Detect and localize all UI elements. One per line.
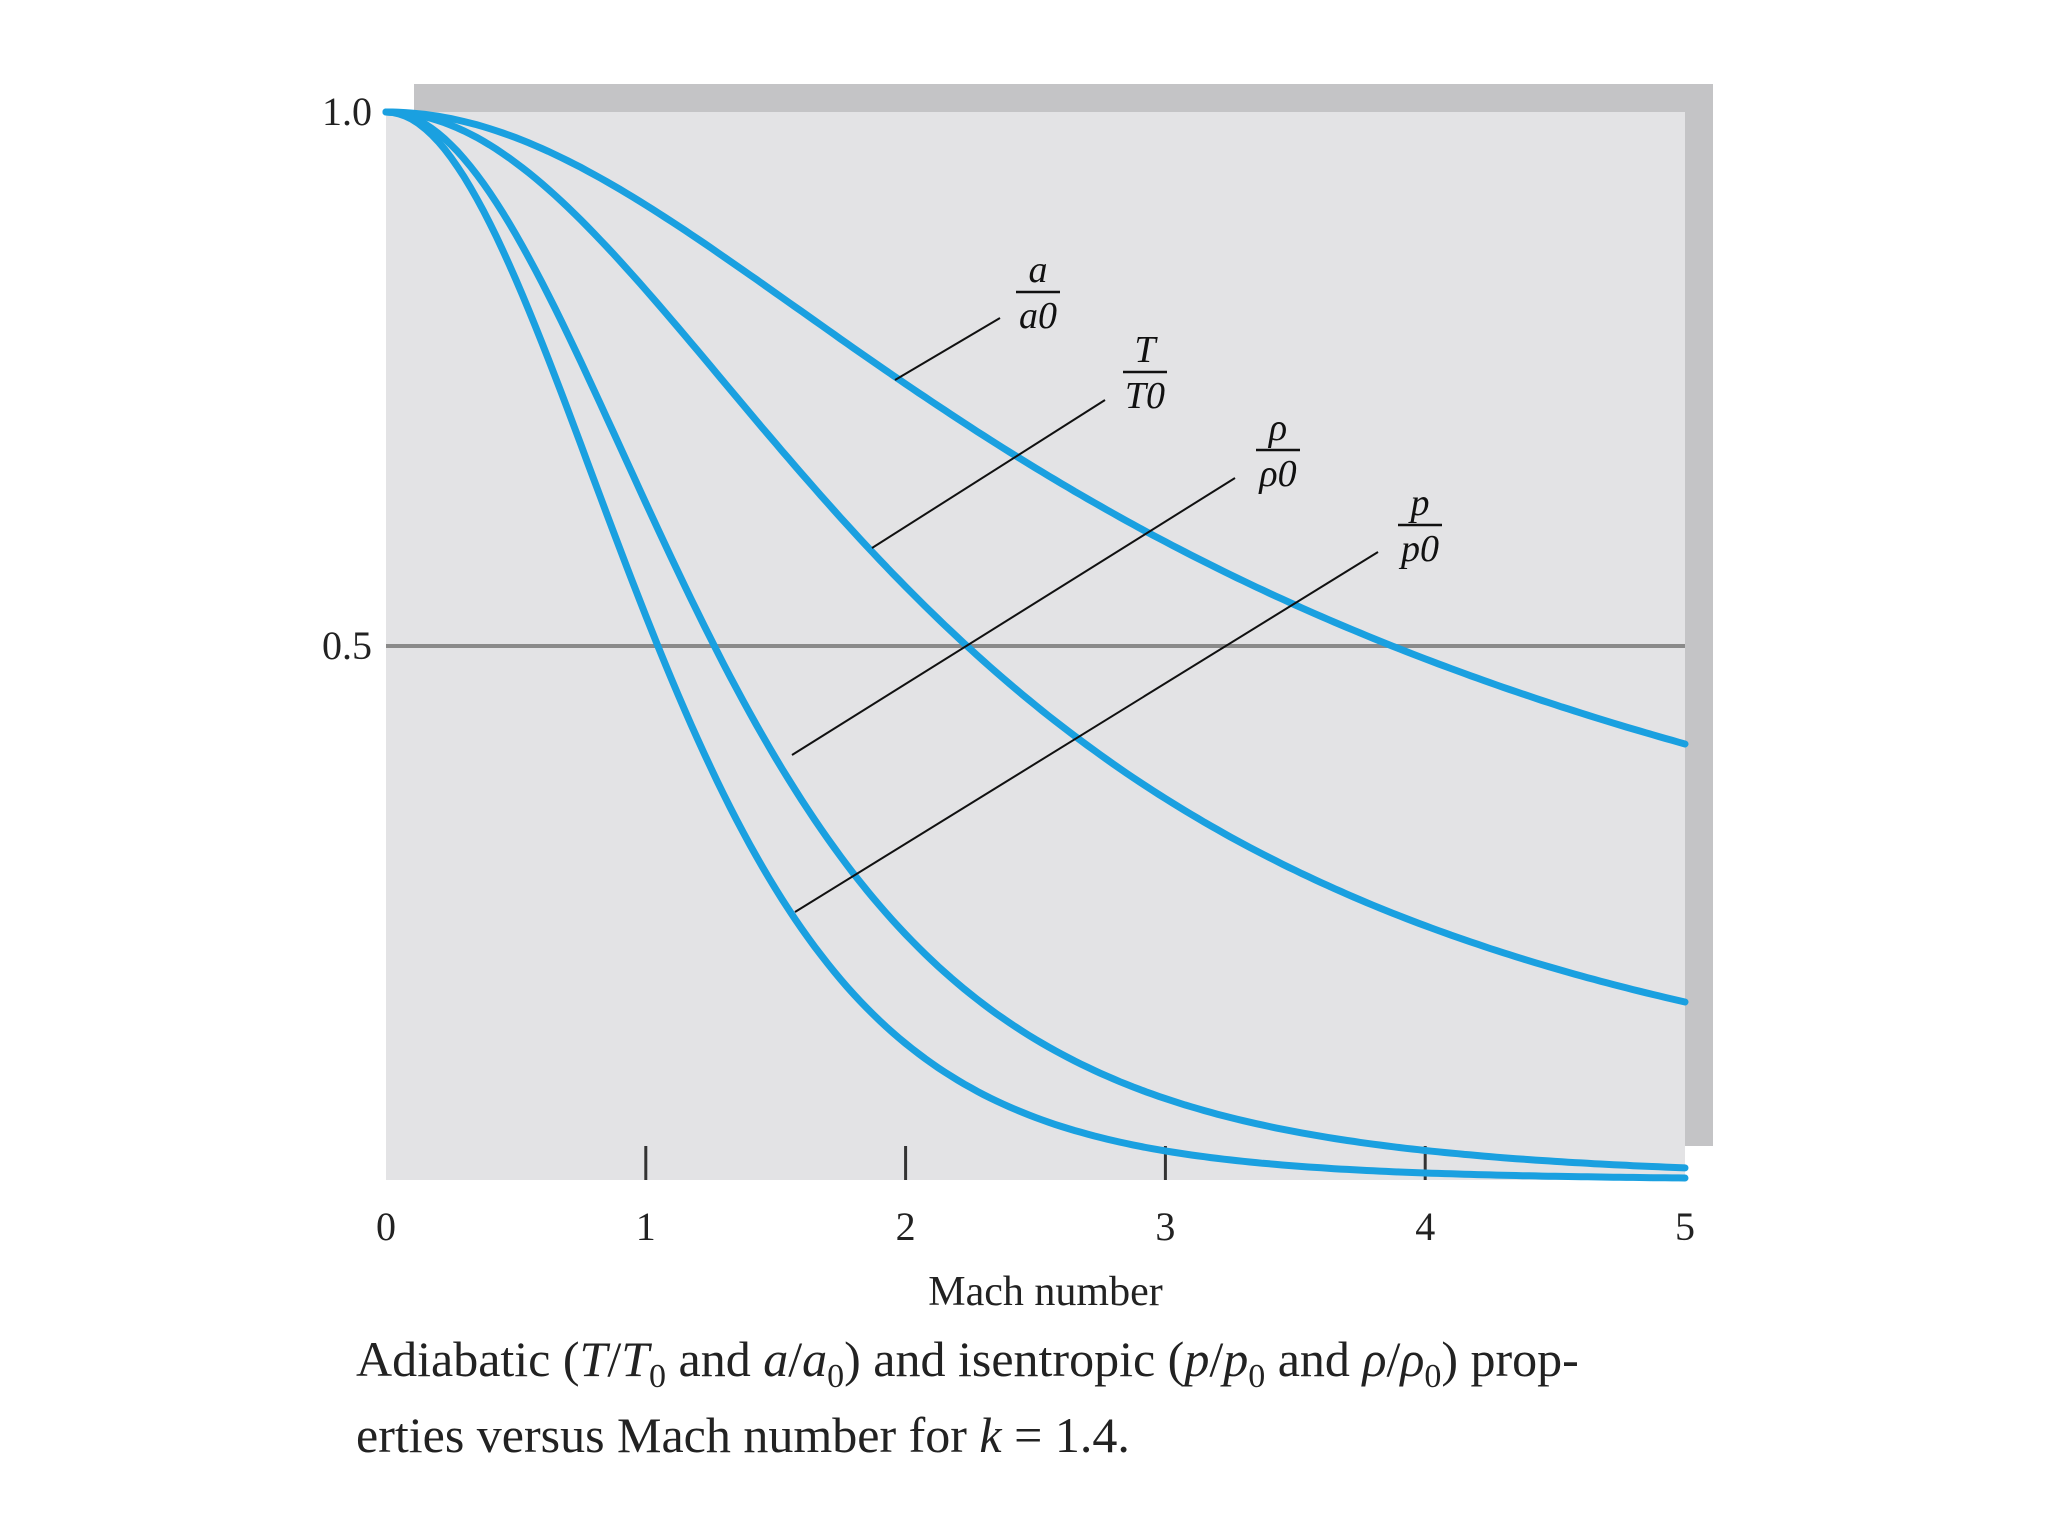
x-tick-label-2: 2 (896, 1204, 916, 1249)
caption-line-2: erties versus Mach number for k = 1.4. (356, 1407, 1130, 1463)
figure-caption: Adiabatic (T/T0 and a/a0) and isentropic… (356, 1330, 1776, 1464)
leader-line-0 (894, 317, 1001, 381)
series-label-den-1: T0 (1125, 375, 1165, 417)
x-tick-label-3: 3 (1155, 1204, 1175, 1249)
x-axis-label: Mach number (928, 1269, 1162, 1315)
series-label-num-1: T (1134, 329, 1158, 371)
x-tick-label-0: 0 (376, 1204, 396, 1249)
leader-line-1 (871, 399, 1106, 549)
x-tick-label-4: 4 (1415, 1204, 1435, 1249)
leader-line-3 (794, 551, 1379, 913)
y-tick-label-1: 1.0 (322, 89, 372, 134)
series-line-2 (382, 108, 1689, 1172)
leader-line-2 (791, 477, 1236, 756)
series-label-num-2: ρ (1268, 407, 1287, 449)
x-tick-label-5: 5 (1675, 1204, 1695, 1249)
series-label-den-3: p0 (1398, 528, 1439, 570)
series-line-3 (382, 108, 1689, 1182)
series-label-num-0: a (1029, 249, 1048, 291)
series-line-0 (382, 108, 1689, 748)
y-tick-label-0: 0.5 (322, 623, 372, 668)
caption-line-1: Adiabatic (T/T0 and a/a0) and isentropic… (356, 1331, 1579, 1395)
series-line-1 (382, 108, 1689, 1006)
series-label-den-0: a0 (1019, 295, 1057, 337)
series-label-num-3: p (1408, 482, 1430, 524)
x-tick-label-1: 1 (636, 1204, 656, 1249)
series-label-den-2: ρ0 (1258, 453, 1296, 495)
